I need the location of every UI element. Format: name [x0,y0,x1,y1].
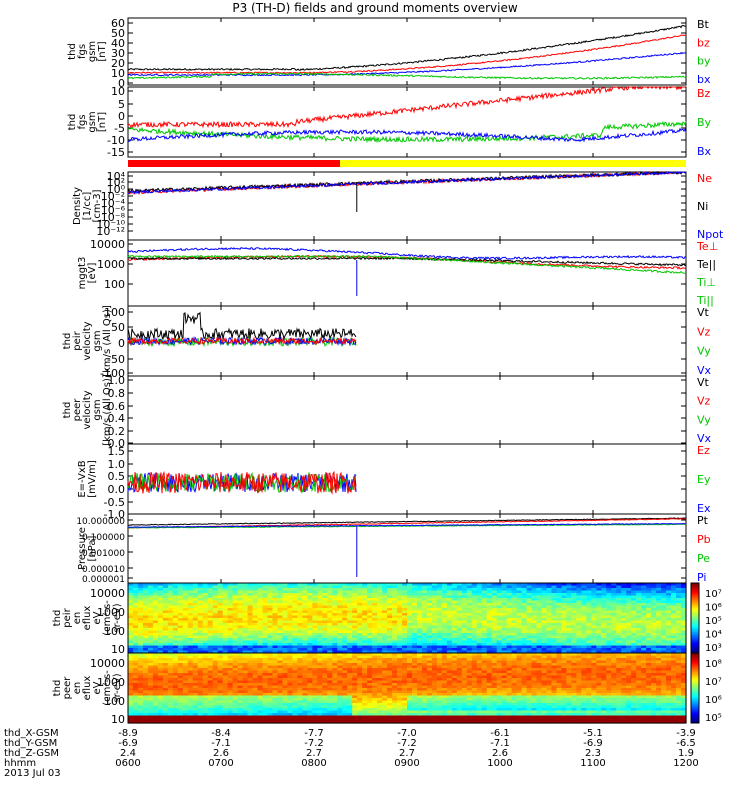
mode-bar-segment [340,160,686,167]
time-axis-value: 1000 [487,758,512,769]
ytick-label: 10.000000 [76,517,125,527]
ylabel-line: [mV/m] [87,460,98,498]
legend-entry: Bz [697,87,711,100]
colorbar-tick-label: 10⁷ [705,677,722,688]
legend-entry: Vt [697,376,710,389]
legend-entry: Ti⊥ [696,276,716,289]
ylabel-line: [eV] [87,263,98,284]
ytick-label: 0.000001 [82,575,125,585]
ylabel-line: [cm-3] [92,189,103,222]
ytick-label: 10 [111,713,125,726]
legend-entry: Vz [697,325,711,338]
ytick-label: 10000 [90,587,125,600]
ylabel-line: [km/s (All Qs)] [102,305,113,377]
time-axis-value: 0600 [115,758,140,769]
panel-frame-fgs-gsm-components [128,87,686,157]
colorbar-tick-label: 10⁶ [705,695,722,706]
ytick-label: 1000 [97,258,125,271]
legend-entry: Pi [697,571,706,584]
legend-entry: bz [697,36,710,49]
legend-entry: Vt [697,306,710,319]
time-axis-date: 2013 Jul 03 [4,768,61,779]
ylabel-line: [km/s (All Qs)] [102,374,113,446]
ytick-label: 10 [111,643,125,656]
ytick-label: 1.5 [108,445,126,458]
ytick-label: 10000 [90,238,125,251]
ytick-label: 10⁻¹² [96,225,125,238]
ytick-label: 100 [104,278,125,291]
legend-entry: bx [697,73,711,86]
spectrogram-cells-peer-spectrogram [128,653,687,724]
colorbar-tick-label: 10⁵ [705,713,722,724]
ylabel-line: sr-eV) [112,603,123,632]
time-axis-value: 0800 [301,758,326,769]
legend-entry: Pe [697,552,710,565]
ytick-label: 0.000010 [82,565,125,575]
colorbar-tick-label: 10⁸ [705,659,722,670]
ylabel-line: [nT] [97,41,108,61]
time-axis-value: 0700 [208,758,233,769]
spectrogram-cells-peir-spectrogram [128,583,687,654]
legend-entry: Ne [697,172,712,185]
legend-entry: Bx [697,145,712,158]
ytick-label: 10 [111,85,125,98]
colorbar-tick-label: 10⁴ [705,630,722,641]
legend-entry: Bt [697,18,710,31]
trace-Vt [128,313,356,340]
trace-bx [128,53,686,76]
legend-entry: Ni [697,200,708,213]
chart-title: P3 (TH-D) fields and ground moments over… [232,1,517,15]
ytick-label: 0 [118,337,125,350]
ylabel-line: [nPa] [87,535,98,561]
colorbar-tick-label: 10⁶ [705,603,722,614]
legend-entry: By [697,116,712,129]
trace-bz [128,35,686,74]
legend-entry: Te|| [696,258,716,271]
legend-entry: Vy [697,345,711,358]
legend-entry: Pb [697,533,711,546]
legend-entry: Ez [697,444,710,457]
colorbar-tick-label: 10³ [705,643,722,654]
legend-entry: Pt [697,514,709,527]
trace-by [128,73,686,79]
time-axis-value: 1200 [673,758,698,769]
legend-entry: Vy [697,413,711,426]
time-axis-value: 1100 [580,758,605,769]
legend-entry: by [697,55,711,68]
trace-Bz [128,87,686,127]
mode-bar-segment [128,160,340,167]
ytick-label: 10000 [90,657,125,670]
legend-entry: Vz [697,395,711,408]
ylabel-line: [nT] [97,112,108,132]
ytick-label: -15 [107,146,125,159]
legend-entry: Te⊥ [696,240,718,253]
ylabel-line: sr-eV) [112,673,123,702]
panel-frame-peer-velocity [128,376,686,444]
colorbar-tick-label: 10⁷ [705,589,722,600]
legend-entry: Ey [697,473,711,486]
panel-frame-temperature [128,240,686,306]
colorbar-tick-label: 10⁵ [705,616,722,627]
time-axis-value: 0900 [394,758,419,769]
ytick-label: 0.5 [108,470,126,483]
ytick-label: 0.0 [108,483,126,496]
ytick-label: 50 [111,321,125,334]
